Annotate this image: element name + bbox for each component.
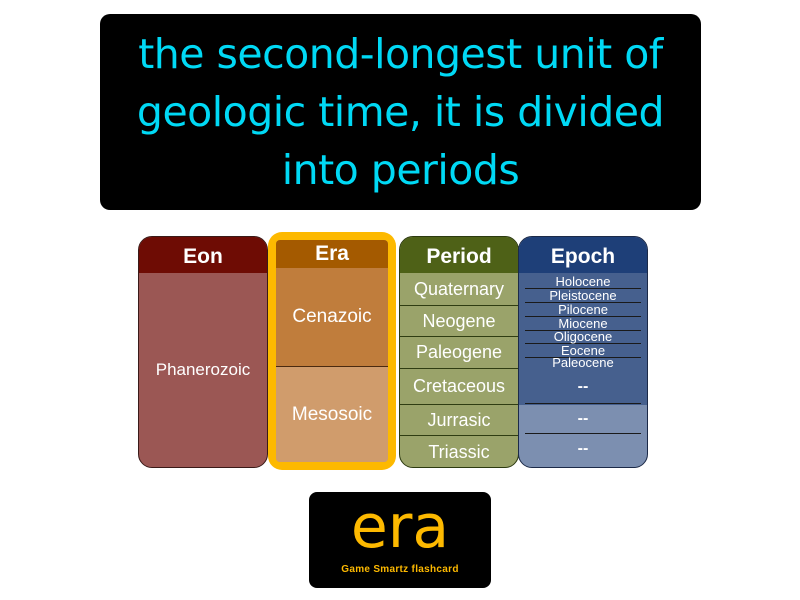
epoch-header: Epoch <box>519 237 647 273</box>
epoch-cell: Pleistocene <box>525 289 641 303</box>
epoch-column: Epoch Holocene Pleistocene Pilocene Mioc… <box>518 236 648 468</box>
term-card: era Game Smartz flashcard <box>309 492 491 588</box>
period-cell: Paleogene <box>400 337 518 369</box>
epoch-cell: Pilocene <box>525 303 641 317</box>
period-cell: Neogene <box>400 306 518 337</box>
epoch-recent-background <box>519 273 647 405</box>
epoch-cell: -- <box>525 371 641 404</box>
definition-text: the second-longest unit of geologic time… <box>136 30 665 194</box>
epoch-cell: Miocene <box>525 317 641 331</box>
era-cell: Cenazoic <box>276 268 388 367</box>
epoch-cell: -- <box>525 404 641 434</box>
brand-text: Game Smartz flashcard <box>341 564 459 575</box>
period-cell: Quaternary <box>400 273 518 306</box>
period-header: Period <box>400 237 518 273</box>
epoch-cell: Holocene <box>525 275 641 289</box>
period-column: Period Quaternary Neogene Paleogene Cret… <box>399 236 519 468</box>
era-cell: Mesosoic <box>276 367 388 462</box>
period-cell: Cretaceous <box>400 369 518 405</box>
era-column-inner: Era Cenazoic Mesosoic <box>276 240 388 462</box>
period-cell: Jurrasic <box>400 405 518 436</box>
eon-cell: Phanerozoic <box>155 360 251 379</box>
definition-card: the second-longest unit of geologic time… <box>100 14 701 210</box>
term-text: era <box>350 492 450 562</box>
epoch-cell: -- <box>577 440 589 457</box>
eon-header: Eon <box>139 237 267 273</box>
eon-column: Eon Phanerozoic <box>138 236 268 468</box>
epoch-cell: Paleocene <box>552 355 614 370</box>
era-column-highlighted: Era Cenazoic Mesosoic <box>268 232 396 470</box>
epoch-cell: Eocene <box>525 344 641 358</box>
epoch-cell: Oligocene <box>525 330 641 344</box>
era-header: Era <box>276 240 388 268</box>
period-cell: Triassic <box>428 441 490 462</box>
